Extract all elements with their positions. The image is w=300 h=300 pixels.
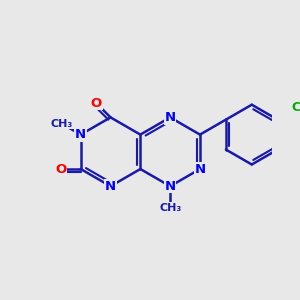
Text: O: O (91, 97, 102, 110)
Text: N: N (165, 111, 176, 124)
Text: N: N (105, 180, 116, 193)
Text: N: N (75, 128, 86, 141)
Text: O: O (55, 163, 66, 176)
Text: N: N (194, 163, 206, 176)
Text: CH₃: CH₃ (159, 203, 181, 213)
Text: Cl: Cl (291, 101, 300, 114)
Text: N: N (165, 180, 176, 193)
Text: CH₃: CH₃ (51, 119, 73, 129)
